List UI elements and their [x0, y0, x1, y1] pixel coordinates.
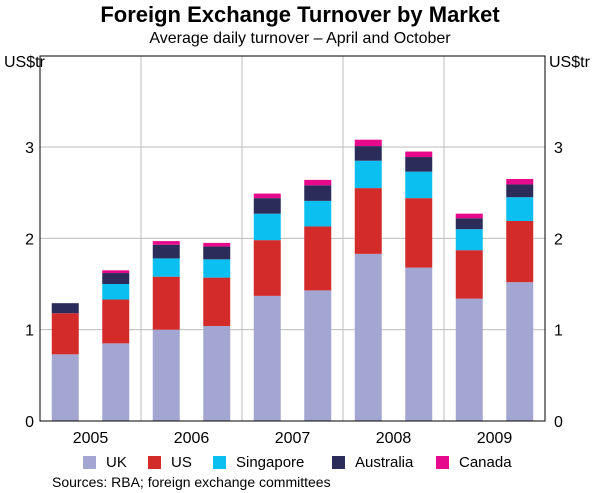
x-tick-label: 2005 [73, 430, 109, 447]
bar-australia-7 [354, 146, 382, 161]
bar-canada-7 [354, 139, 382, 147]
bar-canada-2 [102, 270, 130, 274]
legend-label: Canada [459, 453, 512, 471]
bar-australia-1 [51, 303, 79, 314]
bar-us-6 [304, 226, 332, 291]
bar-australia-10 [506, 184, 534, 198]
bar-singapore-3 [152, 258, 180, 277]
y-tick-label-right: 3 [554, 140, 563, 157]
bar-singapore-6 [304, 200, 332, 227]
bar-us-1 [51, 313, 79, 355]
bar-canada-10 [506, 178, 534, 185]
legend-label: Singapore [236, 453, 305, 471]
y-tick-label-left: 0 [25, 414, 34, 431]
bar-uk-3 [152, 329, 180, 421]
legend-item-australia: Australia [332, 452, 413, 472]
bar-us-3 [152, 276, 180, 330]
y-tick-label-left: 3 [25, 140, 34, 157]
legend-item-uk: UK [83, 452, 127, 472]
x-tick-label: 2009 [477, 430, 513, 447]
bar-uk-7 [354, 253, 382, 421]
legend-label: Australia [355, 453, 414, 471]
bar-us-4 [203, 277, 231, 327]
bar-us-10 [506, 220, 534, 283]
bar-uk-9 [455, 298, 483, 421]
bar-singapore-5 [253, 213, 281, 241]
legend-swatch [332, 455, 345, 469]
bar-canada-4 [203, 242, 231, 247]
bar-singapore-8 [405, 171, 433, 199]
bar-australia-9 [455, 218, 483, 230]
bar-uk-6 [304, 290, 332, 421]
legend-item-canada: Canada [436, 452, 512, 472]
y-tick-label-right: 1 [554, 323, 563, 340]
bar-singapore-7 [354, 160, 382, 189]
bar-us-9 [455, 250, 483, 299]
legend-label: US [171, 453, 192, 471]
bar-uk-8 [405, 267, 433, 421]
x-tick-label: 2007 [275, 430, 311, 447]
plot-frame [39, 55, 546, 422]
legend-swatch [213, 455, 226, 469]
bar-canada-3 [152, 241, 180, 245]
chart-title: Foreign Exchange Turnover by Market [100, 2, 500, 27]
legend-swatch [83, 455, 96, 469]
y-tick-label-right: 0 [554, 414, 563, 431]
bar-uk-10 [506, 282, 534, 421]
bar-uk-4 [203, 326, 231, 421]
bar-us-2 [102, 299, 130, 344]
bar-australia-4 [203, 246, 231, 260]
legend-item-us: US [148, 452, 192, 472]
bar-canada-6 [304, 179, 332, 186]
source-note: Sources: RBA; foreign exchange committee… [52, 474, 331, 490]
legend-label: UK [106, 453, 127, 471]
y-axis-unit-left: US$tr [4, 54, 45, 71]
bar-us-8 [405, 198, 433, 268]
bar-australia-8 [405, 157, 433, 172]
bar-us-7 [354, 188, 382, 254]
bar-canada-9 [455, 213, 483, 219]
legend-item-singapore: Singapore [213, 452, 304, 472]
legend-swatch [148, 455, 161, 469]
bar-canada-5 [253, 193, 281, 199]
bar-australia-3 [152, 244, 180, 259]
bar-australia-5 [253, 198, 281, 214]
legend-swatch [436, 455, 449, 469]
bar-australia-2 [102, 273, 130, 284]
x-tick-label: 2006 [174, 430, 210, 447]
bar-australia-6 [304, 185, 332, 201]
y-tick-label-right: 2 [554, 231, 563, 248]
bar-canada-8 [405, 151, 433, 158]
x-tick-label: 2008 [376, 430, 412, 447]
bar-uk-2 [102, 343, 130, 421]
y-tick-label-left: 1 [25, 323, 34, 340]
bar-singapore-2 [102, 284, 130, 300]
bar-singapore-9 [455, 229, 483, 251]
y-axis-unit-right: US$tr [549, 54, 590, 71]
chart-subtitle: Average daily turnover – April and Octob… [149, 30, 451, 47]
bar-singapore-4 [203, 259, 231, 278]
y-tick-label-left: 2 [25, 231, 34, 248]
chart-legend: UK US Singapore Australia Canada [0, 452, 600, 472]
bar-uk-5 [253, 295, 281, 421]
bar-us-5 [253, 240, 281, 296]
bar-uk-1 [51, 354, 79, 421]
bar-singapore-10 [506, 197, 534, 221]
